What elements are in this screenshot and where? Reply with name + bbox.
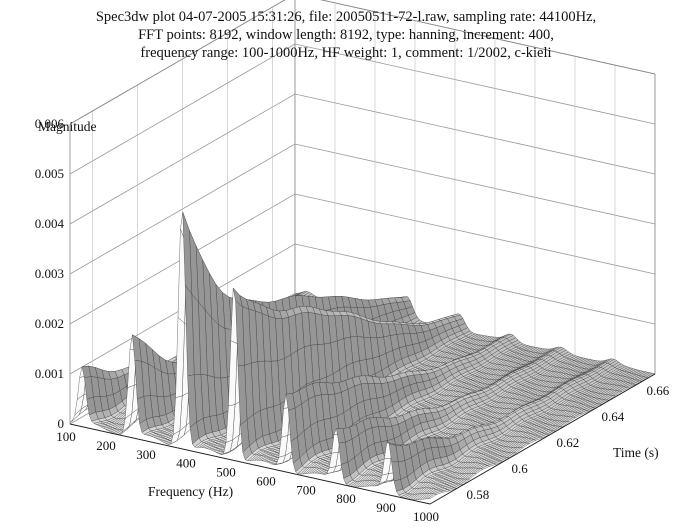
wall-edge-3 (69, 0, 286, 125)
grid-layer (69, 0, 656, 425)
wall-edge-4 (320, 0, 656, 75)
surface-layer (69, 212, 656, 500)
